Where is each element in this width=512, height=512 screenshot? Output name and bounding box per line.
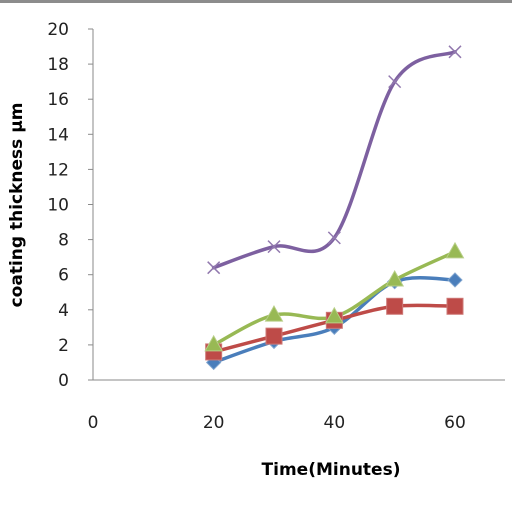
series-4-marker-x <box>267 240 281 254</box>
series-4-marker-x <box>388 75 402 89</box>
series-3-marker-triangle <box>204 334 224 352</box>
x-axis-ticks: 0 20 40 60 <box>88 413 466 433</box>
y-tick-label: 16 <box>47 90 69 110</box>
series-1-marker-diamond <box>447 272 463 288</box>
y-tick-label: 20 <box>47 20 69 40</box>
axes <box>92 29 505 381</box>
series-4-marker-x <box>448 45 462 59</box>
x-tick-label: 60 <box>444 413 466 433</box>
y-axis-ticks: 0 2 4 6 8 10 12 14 16 18 20 <box>47 20 93 391</box>
series-2-marker-square <box>446 297 464 315</box>
series-3-marker-triangle <box>445 241 465 259</box>
series-markers <box>204 45 465 371</box>
series-4-line <box>211 50 457 270</box>
series-2-marker-square <box>386 297 404 315</box>
y-axis-title: coating thickness µm <box>7 103 27 308</box>
x-tick-label: 0 <box>88 413 99 433</box>
chart-frame-top-border <box>0 0 512 3</box>
y-tick-label: 14 <box>47 125 69 145</box>
y-tick-label: 12 <box>47 160 69 180</box>
y-tick-label: 18 <box>47 55 69 75</box>
y-tick-label: 2 <box>58 336 69 356</box>
series-3-marker-triangle <box>385 269 405 287</box>
y-tick-label: 0 <box>58 371 69 391</box>
y-tick-label: 10 <box>47 196 69 216</box>
x-tick-label: 40 <box>324 413 346 433</box>
x-axis-title: Time(Minutes) <box>262 460 401 480</box>
x-tick-label: 20 <box>203 413 225 433</box>
series-4-marker-x <box>207 261 221 275</box>
series-4-marker-x <box>327 231 341 245</box>
y-tick-label: 8 <box>58 231 69 251</box>
y-tick-label: 4 <box>58 301 69 321</box>
series-2-marker-square <box>265 327 283 345</box>
series-3-marker-triangle <box>324 306 344 324</box>
series-3-marker-triangle <box>264 305 284 322</box>
y-tick-label: 6 <box>58 266 69 286</box>
